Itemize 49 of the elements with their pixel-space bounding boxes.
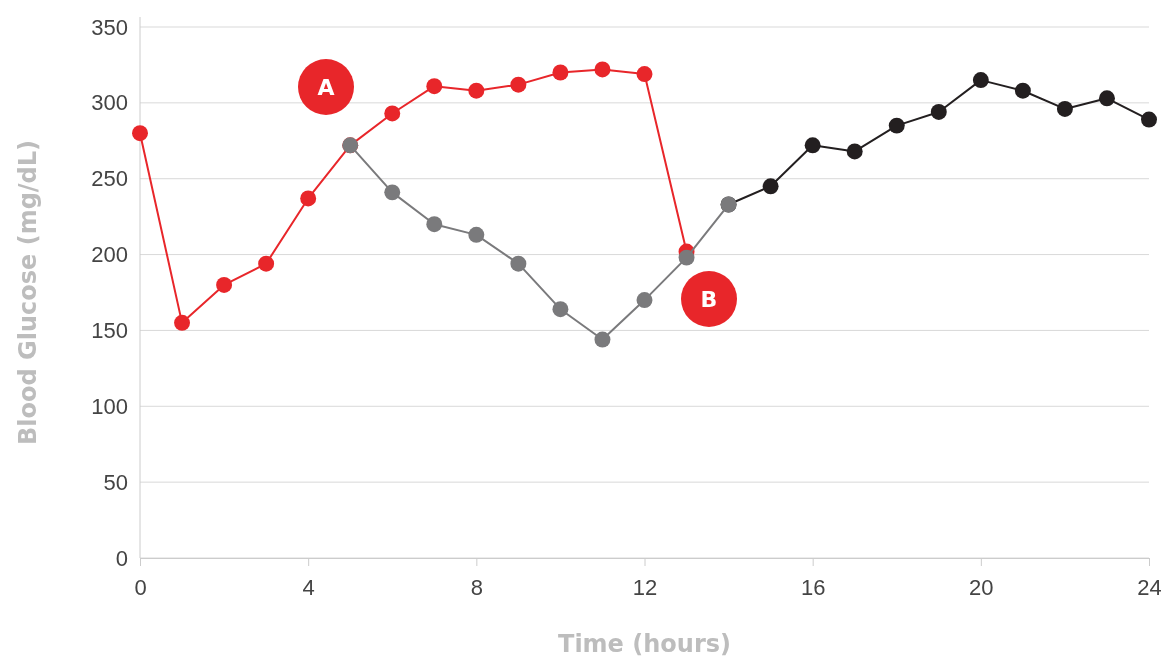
x-tick-label: 8 <box>470 575 483 601</box>
point <box>510 255 527 272</box>
point <box>972 72 989 89</box>
point <box>216 276 233 293</box>
point <box>132 125 148 142</box>
point <box>552 64 569 81</box>
point <box>468 82 485 99</box>
point <box>1056 100 1073 117</box>
point <box>846 143 863 160</box>
y-axis-title: Blood Glucose (mg/dL) <box>14 139 42 446</box>
point <box>888 117 905 134</box>
y-tick-label: 250 <box>91 166 128 192</box>
point <box>930 104 947 120</box>
point <box>174 314 191 331</box>
x-tick-label: 4 <box>302 575 315 601</box>
x-tick-label: 20 <box>969 575 994 601</box>
point <box>300 190 317 207</box>
point <box>258 255 275 272</box>
point <box>636 66 653 82</box>
x-tick-label: 16 <box>800 575 826 601</box>
point <box>636 292 653 309</box>
point <box>678 249 695 266</box>
point <box>510 76 527 93</box>
point <box>1098 90 1115 107</box>
y-tick-label: 350 <box>91 14 128 40</box>
y-tick-label: 150 <box>91 317 128 343</box>
y-tick-label: 50 <box>103 469 128 495</box>
y-tick-label: 300 <box>91 90 128 116</box>
point <box>1014 82 1031 99</box>
x-tick-label: 24 <box>1137 575 1161 601</box>
point <box>552 301 569 318</box>
point <box>762 178 779 195</box>
annotation: B <box>700 286 718 312</box>
point <box>426 216 443 233</box>
x-axis-title: Time (hours) <box>558 630 731 657</box>
point <box>804 137 821 154</box>
x-tick-label: 0 <box>134 575 147 601</box>
point <box>468 226 485 243</box>
point <box>594 331 611 348</box>
point <box>384 184 401 201</box>
y-tick-label: 0 <box>115 545 128 571</box>
point <box>1141 111 1157 128</box>
point <box>594 61 611 78</box>
point <box>426 78 443 95</box>
y-tick-label: 100 <box>91 393 128 419</box>
annotation: A <box>317 74 335 100</box>
x-tick-label: 12 <box>632 575 658 601</box>
y-tick-label: 200 <box>91 242 128 268</box>
point <box>384 105 401 122</box>
